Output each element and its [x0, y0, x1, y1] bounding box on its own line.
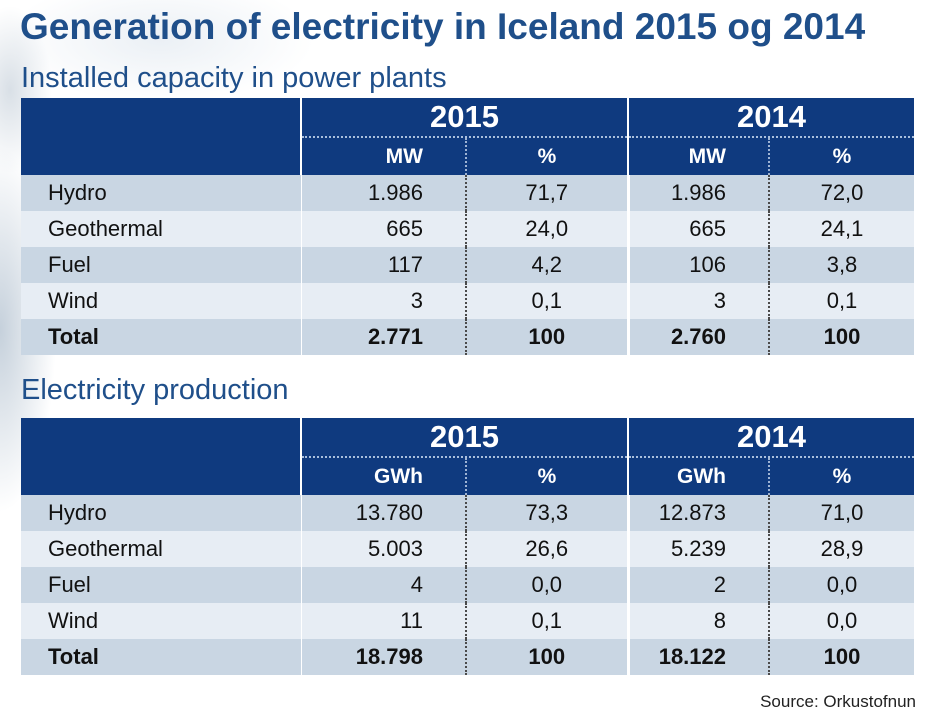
- row-label: Wind: [21, 283, 301, 319]
- production-year-header-row: 2015 2014: [21, 418, 914, 495]
- capacity-year-2014: 2014: [627, 98, 914, 138]
- capacity-unit-2015: MW: [301, 137, 467, 175]
- row-label: Total: [21, 639, 301, 675]
- capacity-year-header-row: 2015 2014: [21, 98, 914, 175]
- row-label: Hydro: [21, 495, 301, 531]
- production-table: 2015 2014 GWh % GWh % Hydro 13.780 73,3 …: [21, 418, 914, 675]
- capacity-table: 2015 2014 MW % MW % Hydro 1.986 71,7 1.9…: [21, 98, 914, 355]
- row-label: Hydro: [21, 175, 301, 211]
- production-pct-2014: %: [769, 457, 914, 495]
- table-row: Wind 3 0,1 3 0,1: [21, 283, 914, 319]
- cell-value-2014: 12.873: [626, 495, 770, 531]
- cell-pct-2014: 0,0: [769, 567, 914, 603]
- cell-pct-2015: 100: [466, 319, 628, 355]
- table-row: Geothermal 665 24,0 665 24,1: [21, 211, 914, 247]
- cell-pct-2015: 4,2: [466, 247, 628, 283]
- capacity-header-blank: [21, 98, 302, 175]
- row-label: Fuel: [21, 567, 301, 603]
- row-label: Geothermal: [21, 531, 301, 567]
- production-year-2015: 2015: [301, 418, 628, 458]
- table-row: Hydro 1.986 71,7 1.986 72,0: [21, 175, 914, 211]
- table-row: Wind 11 0,1 8 0,0: [21, 603, 914, 639]
- production-unit-2014: GWh: [627, 457, 770, 495]
- production-header-blank: [21, 418, 302, 495]
- capacity-pct-2015: %: [466, 137, 628, 175]
- capacity-pct-2014: %: [769, 137, 914, 175]
- cell-value-2015: 117: [300, 247, 467, 283]
- cell-pct-2014: 100: [769, 639, 914, 675]
- capacity-unit-header-row: MW % MW %: [21, 137, 914, 175]
- source-note: Source: Orkustofnun: [760, 692, 916, 711]
- cell-value-2015: 3: [300, 283, 467, 319]
- row-label: Geothermal: [21, 211, 301, 247]
- cell-pct-2014: 100: [769, 319, 914, 355]
- cell-pct-2014: 24,1: [769, 211, 914, 247]
- production-unit-2015: GWh: [301, 457, 467, 495]
- capacity-unit-2014: MW: [627, 137, 770, 175]
- table-row: Fuel 4 0,0 2 0,0: [21, 567, 914, 603]
- cell-value-2015: 18.798: [300, 639, 467, 675]
- capacity-heading: Installed capacity in power plants: [21, 62, 447, 94]
- row-label: Wind: [21, 603, 301, 639]
- cell-value-2015: 5.003: [300, 531, 467, 567]
- cell-pct-2015: 100: [466, 639, 628, 675]
- cell-value-2014: 1.986: [626, 175, 770, 211]
- cell-value-2014: 5.239: [626, 531, 770, 567]
- cell-pct-2015: 26,6: [466, 531, 628, 567]
- cell-pct-2014: 0,0: [769, 603, 914, 639]
- cell-value-2014: 3: [626, 283, 770, 319]
- cell-value-2014: 18.122: [626, 639, 770, 675]
- cell-value-2014: 2: [626, 567, 770, 603]
- total-row: Total 2.771 100 2.760 100: [21, 319, 914, 355]
- cell-pct-2015: 24,0: [466, 211, 628, 247]
- cell-pct-2014: 72,0: [769, 175, 914, 211]
- capacity-year-2015: 2015: [301, 98, 628, 138]
- cell-value-2014: 2.760: [626, 319, 770, 355]
- row-label: Total: [21, 319, 301, 355]
- table-row: Hydro 13.780 73,3 12.873 71,0: [21, 495, 914, 531]
- cell-pct-2014: 28,9: [769, 531, 914, 567]
- table-row: Geothermal 5.003 26,6 5.239 28,9: [21, 531, 914, 567]
- cell-value-2015: 2.771: [300, 319, 467, 355]
- cell-pct-2015: 71,7: [466, 175, 628, 211]
- cell-value-2015: 13.780: [300, 495, 467, 531]
- cell-value-2015: 4: [300, 567, 467, 603]
- cell-value-2014: 665: [626, 211, 770, 247]
- cell-pct-2015: 73,3: [466, 495, 628, 531]
- production-heading: Electricity production: [21, 374, 289, 406]
- table-row: Fuel 117 4,2 106 3,8: [21, 247, 914, 283]
- cell-value-2015: 11: [300, 603, 467, 639]
- cell-pct-2015: 0,1: [466, 603, 628, 639]
- production-year-2014: 2014: [627, 418, 914, 458]
- production-unit-header-row: GWh % GWh %: [21, 457, 914, 495]
- cell-pct-2014: 0,1: [769, 283, 914, 319]
- production-pct-2015: %: [466, 457, 628, 495]
- cell-pct-2015: 0,0: [466, 567, 628, 603]
- cell-pct-2014: 3,8: [769, 247, 914, 283]
- total-row: Total 18.798 100 18.122 100: [21, 639, 914, 675]
- cell-pct-2014: 71,0: [769, 495, 914, 531]
- cell-value-2015: 1.986: [300, 175, 467, 211]
- cell-pct-2015: 0,1: [466, 283, 628, 319]
- cell-value-2014: 8: [626, 603, 770, 639]
- page-title: Generation of electricity in Iceland 201…: [20, 6, 866, 47]
- cell-value-2014: 106: [626, 247, 770, 283]
- cell-value-2015: 665: [300, 211, 467, 247]
- row-label: Fuel: [21, 247, 301, 283]
